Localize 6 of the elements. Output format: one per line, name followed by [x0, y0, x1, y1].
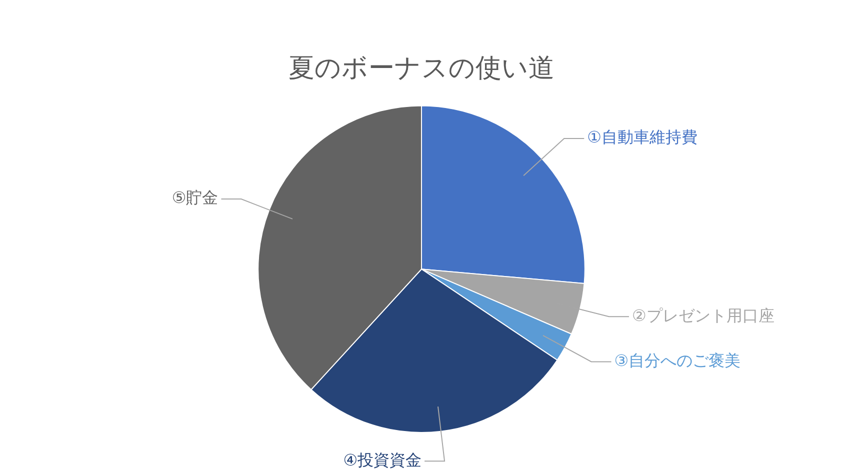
slice-label: ③自分へのご褒美 — [614, 350, 741, 370]
slice-label: ②プレゼント用口座 — [632, 306, 774, 325]
slice-label: ④投資資金 — [343, 450, 422, 470]
chart-title: 夏のボーナスの使い道 — [288, 53, 554, 84]
slice-label: ①自動車維持費 — [587, 128, 698, 147]
slice-label: ⑤貯金 — [172, 188, 218, 208]
